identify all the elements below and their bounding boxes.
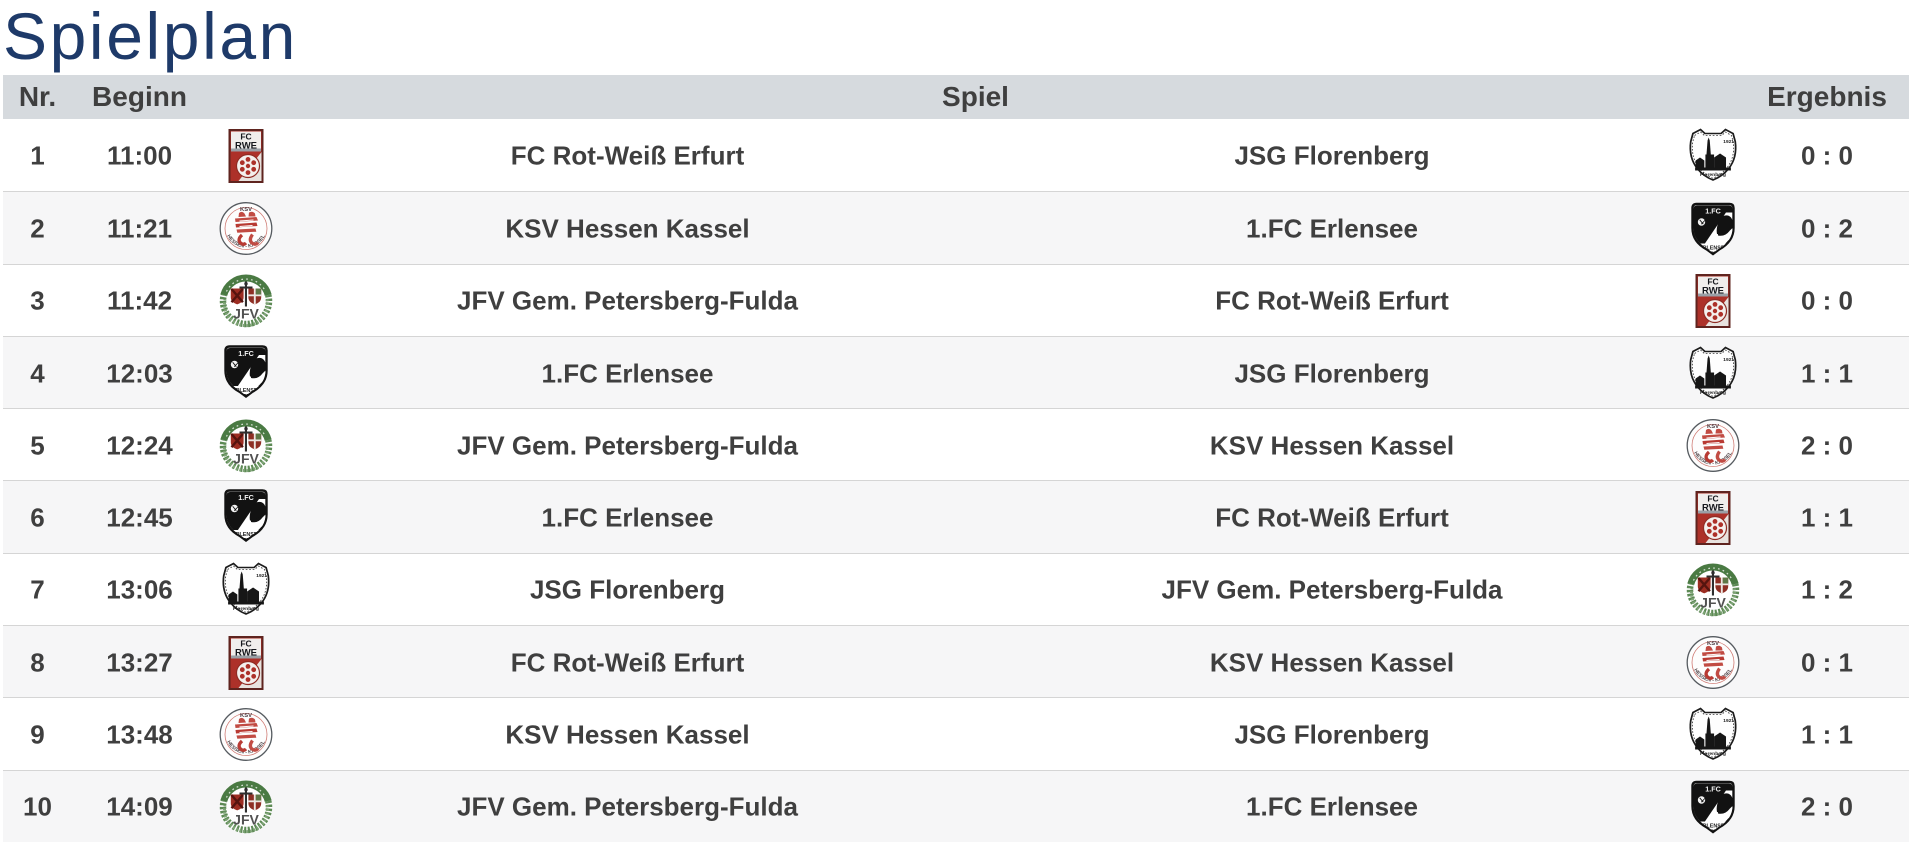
svg-text:ERLENSEE: ERLENSEE [1699,245,1728,251]
svg-text:FC: FC [240,132,251,142]
svg-text:Florenberg: Florenberg [1700,172,1726,178]
svg-text:Florenberg: Florenberg [233,607,259,613]
svg-text:1965: 1965 [1710,251,1718,255]
svg-text:1921: 1921 [1723,718,1734,723]
svg-text:JFV: JFV [233,306,259,322]
svg-text:Florenberg: Florenberg [1700,390,1726,396]
svg-text:Florenberg: Florenberg [1700,751,1726,757]
svg-text:RWE: RWE [235,647,257,658]
svg-text:1.FC: 1.FC [238,349,254,358]
svg-text:KSV: KSV [240,713,252,719]
svg-text:ERLENSEE: ERLENSEE [1699,824,1728,830]
svg-text:JFV: JFV [233,450,259,466]
svg-text:KSV: KSV [1707,424,1719,430]
svg-text:1921: 1921 [1723,139,1734,144]
svg-text:RWE: RWE [235,141,257,152]
svg-text:RWE: RWE [1702,286,1724,297]
svg-text:1.FC: 1.FC [1705,785,1721,794]
svg-text:1921: 1921 [256,574,267,579]
svg-text:RWE: RWE [1702,503,1724,514]
svg-text:FC: FC [1707,277,1718,287]
svg-text:1965: 1965 [243,393,251,397]
svg-text:1965: 1965 [1710,829,1718,833]
svg-text:KSV: KSV [240,207,252,213]
svg-text:JFV: JFV [233,812,259,828]
svg-text:JFV: JFV [1700,595,1726,611]
svg-text:ERLENSEE: ERLENSEE [232,532,261,538]
svg-text:1921: 1921 [1723,357,1734,362]
svg-text:1.FC: 1.FC [238,493,254,502]
svg-text:FC: FC [240,638,251,648]
svg-text:FC: FC [1707,494,1718,504]
svg-text:1.FC: 1.FC [1705,206,1721,215]
svg-text:ERLENSEE: ERLENSEE [232,388,261,394]
svg-text:KSV: KSV [1707,641,1719,647]
svg-text:1965: 1965 [243,538,251,542]
